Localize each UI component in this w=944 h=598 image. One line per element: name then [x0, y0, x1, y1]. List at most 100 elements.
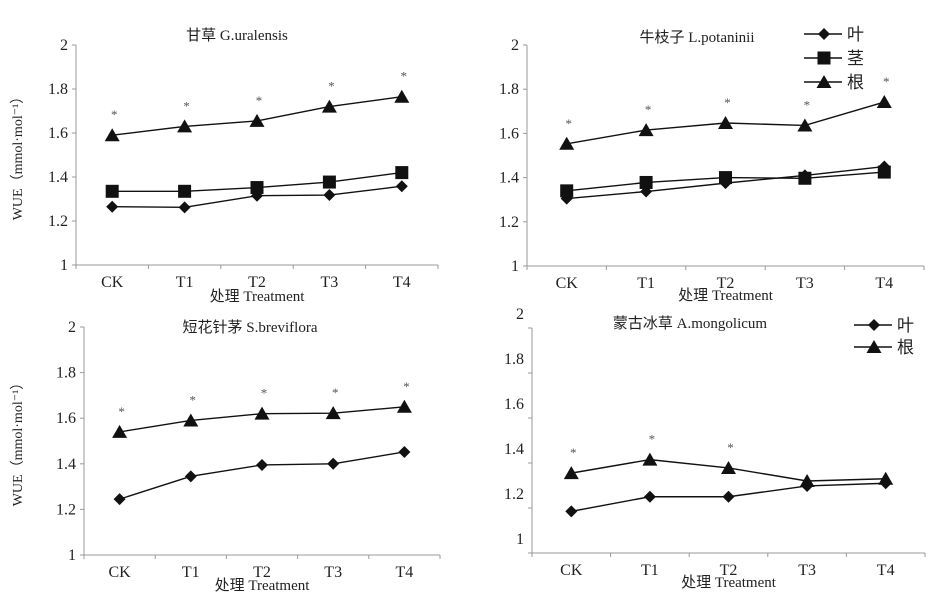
data-point-diamond [395, 180, 408, 193]
data-point-triangle [183, 413, 199, 427]
chart-panel-3: 1 1.2 1.4 1.6 1.8 2 CK T1 T2 T3 T4 处理 Treatment 短花针茅… [10, 319, 441, 594]
x-tick-label: T3 [798, 562, 816, 579]
y-tick-label: 2 [516, 306, 524, 323]
significance-marker: * [256, 93, 263, 108]
y-tick-label: 1 [511, 258, 519, 275]
data-point-triangle [638, 123, 654, 137]
legend-marker-square [817, 51, 831, 65]
significance-marker: * [649, 432, 656, 447]
y-tick-label: 1.8 [499, 81, 519, 98]
legend: 叶茎根 [804, 25, 864, 92]
chart-panel-1: 1 1.2 1.4 1.6 1.8 2 CK T1 T2 T3 T4 处理 Treatment 甘草 G… [10, 27, 439, 305]
data-point-triangle [797, 118, 813, 132]
y-tick-label: 1.6 [504, 396, 524, 413]
data-point-triangle [396, 399, 412, 413]
x-tick-label: T4 [875, 275, 893, 292]
legend-label: 茎 [847, 49, 864, 68]
y-tick-label: 1 [516, 531, 524, 548]
legend-label: 叶 [897, 316, 914, 335]
series-triangle [563, 452, 894, 487]
chart-title: 短花针茅 S.breviflora [183, 319, 318, 336]
x-tick-label: T2 [720, 562, 738, 579]
y-tick-label: 1.4 [48, 169, 68, 186]
data-point-triangle [642, 452, 658, 466]
data-point-triangle [721, 460, 736, 474]
legend-marker-triangle [816, 75, 832, 88]
y-tick-label: 1 [68, 547, 76, 564]
y-tick-label: 1.6 [48, 125, 68, 142]
y-tick-label: 1.8 [48, 81, 68, 98]
data-point-triangle [799, 474, 815, 487]
data-point-diamond [398, 445, 411, 458]
y-tick-label: 1.2 [56, 501, 76, 518]
significance-marker: * [570, 445, 577, 460]
legend-marker-diamond [868, 319, 880, 331]
series-diamond [565, 477, 892, 518]
significance-marker: * [804, 97, 811, 112]
legend-label: 叶 [847, 25, 864, 44]
data-point-square [322, 175, 336, 189]
x-tick-label: T3 [321, 274, 339, 291]
series-triangle [559, 95, 892, 150]
data-point-square [250, 181, 264, 195]
x-axis-label: 处理 Treatment [215, 577, 311, 594]
data-point-square [178, 184, 192, 198]
significance-marker: * [727, 440, 734, 455]
significance-marker: * [565, 116, 572, 131]
legend-marker-diamond [818, 28, 830, 40]
significance-marker: * [111, 107, 118, 122]
y-tick-label: 1.8 [504, 351, 524, 368]
x-tick-label: T2 [248, 274, 266, 291]
x-axis-label: 处理 Treatment [210, 288, 306, 305]
y-tick-label: 1.4 [499, 170, 519, 187]
data-point-triangle [878, 471, 894, 485]
y-tick-label: 1.4 [504, 441, 524, 458]
data-point-triangle [321, 99, 337, 113]
y-tick-label: 1.6 [56, 410, 76, 427]
x-tick-label: T1 [641, 562, 659, 579]
chart-panel-2: 1 1.2 1.4 1.6 1.8 2 CK T1 T2 T3 T4 处理 Treatment 牛枝子 … [499, 25, 925, 304]
x-axis-label: 处理 Treatment [681, 574, 777, 591]
y-tick-label: 1.2 [499, 214, 519, 231]
significance-marker: * [332, 385, 339, 400]
series-square [560, 165, 891, 198]
data-point-square [719, 171, 732, 185]
x-tick-label: T4 [877, 562, 895, 579]
x-tick-label: T3 [796, 275, 814, 292]
significance-marker: * [645, 102, 652, 117]
data-point-square [877, 165, 891, 179]
x-tick-label: T1 [637, 275, 655, 292]
series-triangle [112, 399, 412, 438]
x-tick-label: CK [108, 564, 131, 581]
x-tick-label: T1 [176, 274, 194, 291]
y-tick-label: 1.6 [499, 125, 519, 142]
y-tick-label: 2 [60, 37, 68, 54]
data-point-diamond [643, 490, 656, 503]
data-point-diamond [178, 201, 191, 214]
significance-marker: * [883, 74, 890, 89]
x-tick-label: CK [560, 562, 583, 579]
x-tick-label: T1 [182, 564, 200, 581]
y-tick-label: 1.8 [56, 365, 76, 382]
y-axis-label: WUE（mmol·mol⁻¹） [10, 90, 26, 221]
significance-marker: * [401, 69, 408, 84]
series-square [105, 166, 409, 198]
chart-title: 甘草 G.uralensis [186, 27, 288, 44]
legend: 叶根 [854, 316, 914, 357]
legend-marker-triangle [866, 340, 882, 353]
data-point-diamond [184, 470, 197, 483]
y-axis-label: WUE（mmol·mol⁻¹） [10, 376, 26, 507]
x-tick-label: T3 [324, 564, 342, 581]
data-point-triangle [112, 424, 128, 438]
legend-label: 根 [847, 73, 864, 92]
y-tick-label: 1.2 [504, 486, 524, 503]
series-diamond [106, 180, 408, 214]
x-tick-label: CK [101, 274, 124, 291]
y-tick-label: 2 [511, 37, 519, 54]
data-point-diamond [565, 505, 578, 518]
data-point-square [560, 184, 574, 198]
data-point-diamond [722, 490, 735, 503]
significance-marker: * [261, 386, 268, 401]
significance-marker: * [724, 95, 731, 110]
